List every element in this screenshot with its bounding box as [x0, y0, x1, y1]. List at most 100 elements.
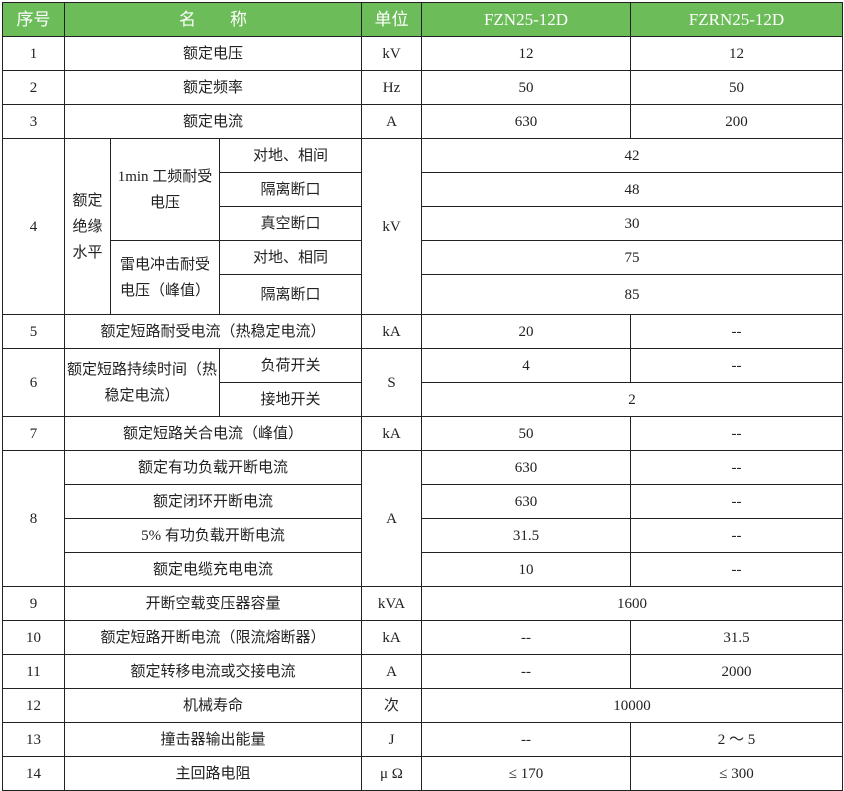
value-model2: -- — [630, 450, 843, 485]
value-model1: -- — [421, 654, 631, 689]
value-shared: 85 — [421, 274, 843, 315]
row-unit: A — [361, 104, 422, 139]
table-row: 14 主回路电阻 μ Ω ≤ 170 ≤ 300 — [2, 756, 843, 791]
value-model1: 20 — [421, 314, 631, 349]
value-model1: -- — [421, 722, 631, 757]
value-model1: 4 — [421, 348, 631, 383]
table-row: 10 额定短路开断电流（限流熔断器） kA -- 31.5 — [2, 620, 843, 655]
value-model2: 12 — [630, 36, 843, 71]
header-unit: 单位 — [361, 2, 422, 37]
value-model1: 630 — [421, 450, 631, 485]
row-unit: kA — [361, 620, 422, 655]
row-unit: Hz — [361, 70, 422, 105]
header-model1: FZN25-12D — [421, 2, 631, 37]
header-row: 序号 名 称 单位 FZN25-12D FZRN25-12D — [2, 2, 843, 37]
table-row: 3 额定电流 A 630 200 — [2, 104, 843, 139]
table-row: 隔离断口 85 — [3, 274, 843, 315]
row-unit: kV — [361, 138, 422, 315]
row-unit: 次 — [361, 688, 422, 723]
row-unit: J — [361, 722, 422, 757]
value-shared: 10000 — [421, 688, 843, 723]
table-row: 2 额定频率 Hz 50 50 — [2, 70, 843, 105]
value-model2: 50 — [630, 70, 843, 105]
value-model2: -- — [630, 348, 843, 383]
value-model2: 31.5 — [630, 620, 843, 655]
row-unit: A — [361, 654, 422, 689]
table-row: 12 机械寿命次 10000 — [2, 688, 843, 723]
row-no: 8 — [2, 450, 65, 587]
value-shared: 48 — [421, 172, 843, 207]
table-row: 6 额定短路持续时间（热稳定电流） 负荷开关 S 4 -- — [2, 348, 843, 417]
value-model2: -- — [630, 552, 843, 587]
header-no: 序号 — [2, 2, 65, 37]
row-name: 额定电缆充电电流 — [64, 552, 362, 587]
row-unit: kA — [361, 416, 422, 451]
row-no: 12 — [2, 688, 65, 723]
value-model2: -- — [630, 484, 843, 519]
table-row: 隔离断口 48 — [3, 172, 843, 207]
row-no: 5 — [2, 314, 65, 349]
group-label: 雷电冲击耐受电压（峰值） — [110, 240, 220, 315]
row-unit: kA — [361, 314, 422, 349]
row-name: 额定闭环开断电流 — [64, 484, 362, 519]
row-name: 主回路电阻 — [64, 756, 362, 791]
table-row: 7 额定短路关合电流（峰值） kA 50 -- — [2, 416, 843, 451]
row-no: 7 — [2, 416, 65, 451]
row-name: 额定频率 — [64, 70, 362, 105]
row-no: 6 — [2, 348, 65, 417]
value-shared: 42 — [421, 138, 843, 173]
row-unit: S — [361, 348, 422, 417]
table-row: 13 撞击器输出能量 J -- 2 ～ 5 — [2, 722, 843, 757]
group-label: 1min 工频耐受电压 — [110, 138, 220, 241]
table-row: 1 额定电压 kV 12 12 — [2, 36, 843, 71]
sub-label: 接地开关 — [219, 382, 362, 417]
value-model1: ≤ 170 — [421, 756, 631, 791]
value-model2: ≤ 300 — [630, 756, 843, 791]
header-model2: FZRN25-12D — [630, 2, 843, 37]
row-name: 额定短路持续时间（热稳定电流） — [64, 348, 220, 417]
row-unit: μ Ω — [361, 756, 422, 791]
row-name: 撞击器输出能量 — [64, 722, 362, 757]
row-name: 额定电压 — [64, 36, 362, 71]
value-model2: -- — [630, 314, 843, 349]
row-name: 额定短路开断电流（限流熔断器） — [64, 620, 362, 655]
value-model1: 31.5 — [421, 518, 631, 553]
row-no: 4 — [2, 138, 65, 315]
sub-label: 隔离断口 — [219, 172, 362, 207]
row-no: 1 — [2, 36, 65, 71]
table-row: 11 额定转移电流或交接电流 A -- 2000 — [2, 654, 843, 689]
row-no: 10 — [2, 620, 65, 655]
value-model1: 50 — [421, 70, 631, 105]
row-name: 开断空载变压器容量 — [64, 586, 362, 621]
row-no: 14 — [2, 756, 65, 791]
value-shared: 75 — [421, 240, 843, 275]
value-model1: 630 — [421, 484, 631, 519]
header-name: 名 称 — [64, 2, 362, 37]
row-no: 2 — [2, 70, 65, 105]
table-row: 5 额定短路耐受电流（热稳定电流） kA 20 -- — [2, 314, 843, 349]
sub-label: 真空断口 — [219, 206, 362, 241]
table-row: 5% 有功负载开断电流 31.5 -- — [3, 518, 843, 553]
row-no: 11 — [2, 654, 65, 689]
value-model2: 2 ～ 5 — [630, 722, 843, 757]
sub-label: 隔离断口 — [219, 274, 362, 315]
value-shared: 30 — [421, 206, 843, 241]
sub-label: 对地、相间 — [219, 138, 362, 173]
table-row: 真空断口 30 — [3, 206, 843, 241]
value-shared: 1600 — [421, 586, 843, 621]
row-no: 13 — [2, 722, 65, 757]
table-row: 4 额定绝缘水平 1min 工频耐受电压 对地、相间 kV 42 — [2, 138, 843, 315]
value-model1: 12 — [421, 36, 631, 71]
value-model2: 2000 — [630, 654, 843, 689]
value-model1: -- — [421, 620, 631, 655]
sub-label: 负荷开关 — [219, 348, 362, 383]
sub-label: 对地、相同 — [219, 240, 362, 275]
table-row: 8 额定有功负载开断电流 A 630 -- — [2, 450, 843, 587]
value-model1: 10 — [421, 552, 631, 587]
row-unit: kVA — [361, 586, 422, 621]
row-unit: A — [361, 450, 422, 587]
value-model2: 200 — [630, 104, 843, 139]
table-row: 额定闭环开断电流 630 -- — [3, 484, 843, 519]
row-name: 额定短路耐受电流（热稳定电流） — [64, 314, 362, 349]
row-name: 额定短路关合电流（峰值） — [64, 416, 362, 451]
